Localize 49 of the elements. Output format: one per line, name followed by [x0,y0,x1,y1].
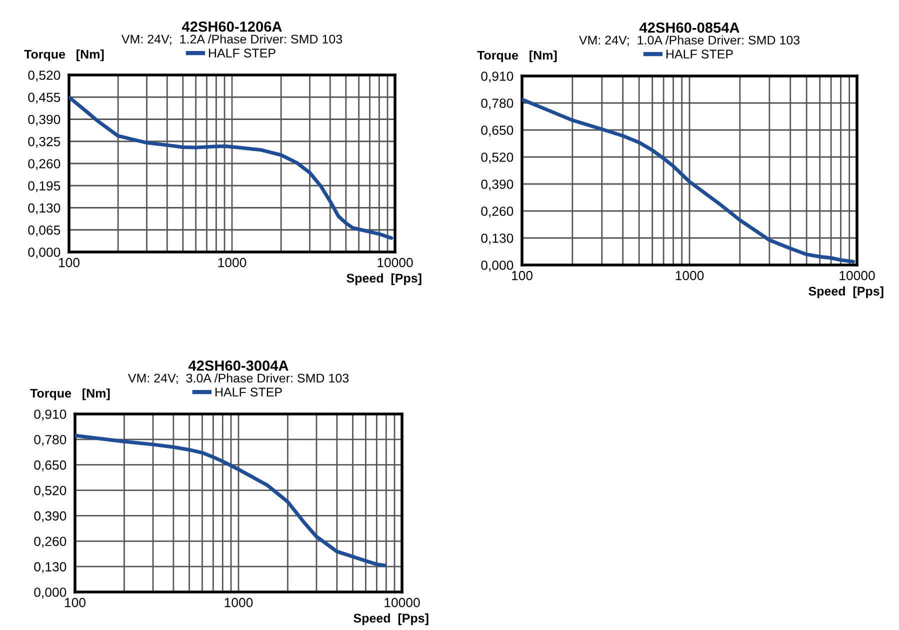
x-axis-title: Speed [Pps] [808,286,884,298]
y-axis-title: Torque [Nm] [477,50,557,62]
y-tick-label: 0,130 [481,234,514,244]
y-tick-label: 0,390 [34,511,66,522]
x-tick-label: 1000 [218,258,246,268]
y-tick-label: 0,455 [28,92,60,104]
legend-label: HALF STEP [215,388,282,397]
x-axis-title: Speed [Pps] [346,273,422,286]
chart-title: 42SH60-3004A [188,360,288,371]
y-axis-title: Torque [Nm] [30,388,110,400]
x-tick-label: 10000 [384,598,420,608]
y-tick-label: 0,650 [481,126,514,136]
legend-label: HALF STEP [666,50,733,59]
y-tick-label: 0,260 [481,206,514,218]
y-tick-label: 0,780 [34,434,66,446]
chart-title: 42SH60-1206A [182,21,282,32]
x-tick-label: 1000 [224,598,253,608]
y-tick-label: 0,325 [28,136,60,148]
y-tick-label: 0,520 [481,152,514,164]
y-tick-label: 0,910 [34,410,66,420]
y-axis-title: Torque [Nm] [24,49,104,62]
y-tick-label: 0,000 [34,588,66,598]
chart-title: 42SH60-0854A [639,22,740,33]
y-tick-label: 0,520 [34,486,66,497]
chart-subtitle: VM: 24V; 1.0A /Phase Driver: SMD 103 [578,35,800,46]
x-tick-label: 100 [512,270,532,280]
y-tick-label: 0,390 [481,180,514,190]
y-tick-label: 0,650 [34,460,66,472]
y-tick-label: 0,065 [28,225,60,236]
chart-subtitle: VM: 24V; 1.2A /Phase Driver: SMD 103 [121,34,342,46]
x-tick-label: 10000 [840,270,875,280]
x-tick-label: 100 [59,258,80,268]
y-tick-label: 0,195 [28,181,60,192]
y-tick-label: 0,130 [34,562,66,574]
y-tick-label: 0,520 [28,70,60,82]
x-tick-label: 1000 [676,270,704,280]
y-tick-label: 0,260 [28,159,60,170]
y-tick-label: 0,780 [481,98,514,110]
y-tick-label: 0,000 [481,260,514,272]
y-tick-label: 0,910 [481,72,514,82]
y-tick-label: 0,260 [34,536,66,548]
chart-subtitle: VM: 24V; 3.0A /Phase Driver: SMD 103 [128,373,349,384]
x-tick-label: 100 [65,598,86,608]
y-tick-label: 0,390 [28,114,60,126]
y-tick-label: 0,000 [28,248,60,258]
y-tick-label: 0,130 [28,203,60,214]
legend-label: HALF STEP [208,48,276,58]
x-axis-title: Speed [Pps] [354,613,428,626]
x-tick-label: 10000 [378,258,413,268]
